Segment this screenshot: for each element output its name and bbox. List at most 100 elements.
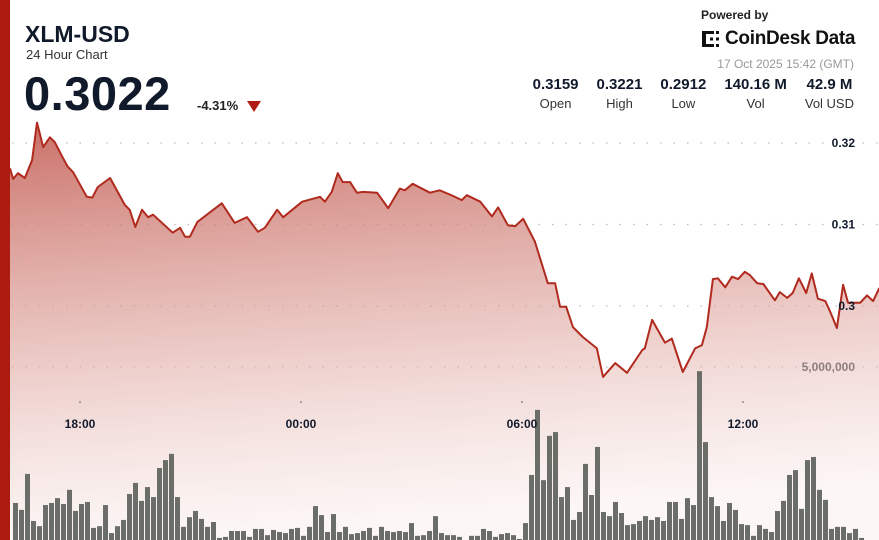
volume-bar (97, 526, 102, 540)
volume-bar (391, 532, 396, 540)
volume-bar (685, 498, 690, 540)
volume-bar (733, 509, 738, 540)
volume-bar (523, 523, 528, 540)
volume-bar (367, 527, 372, 540)
volume-bar (457, 536, 462, 540)
stats-row: 0.3159 Open 0.3221 High 0.2912 Low 140.16 M… (515, 76, 854, 111)
coindesk-logo-icon (702, 31, 719, 47)
volume-bar (163, 460, 168, 540)
volume-bar (517, 538, 522, 540)
volume-bar (511, 535, 516, 540)
volume-bar (115, 526, 120, 540)
volume-bar (145, 487, 150, 540)
volume-bar (769, 532, 774, 540)
volume-bar (67, 489, 72, 540)
price-line (9, 121, 879, 378)
volume-bar (385, 531, 390, 540)
stat-value: 140.16 M (724, 76, 787, 93)
volume-bar (721, 520, 726, 540)
volume-bar (331, 514, 336, 540)
volume-bar (325, 532, 330, 540)
x-tick-mark (742, 401, 744, 403)
volume-bar (565, 487, 570, 540)
volume-bar (379, 526, 384, 540)
volume-bar (103, 505, 108, 540)
volume-bar (637, 520, 642, 540)
volume-bar (79, 504, 84, 540)
volume-tick-label: 5,000,000 (802, 360, 856, 374)
volume-bar (421, 535, 426, 540)
volume-bar (13, 502, 18, 540)
stat-low: 0.2912 Low (660, 76, 706, 111)
volume-bar (355, 533, 360, 540)
volume-bar (37, 526, 42, 540)
x-tick-label: 00:00 (286, 417, 317, 431)
price-tick-label: 0.31 (832, 218, 856, 232)
volume-bar (19, 509, 24, 540)
volume-bar (253, 528, 258, 540)
volume-bar (613, 501, 618, 540)
volume-bar (835, 526, 840, 540)
volume-bar (589, 495, 594, 540)
volume-bar (157, 468, 162, 540)
volume-bar (727, 502, 732, 540)
volume-bar (49, 502, 54, 540)
volume-bar (241, 531, 246, 540)
volume-bar (451, 535, 456, 540)
stat-vol-usd: 42.9 M Vol USD (805, 76, 854, 111)
volume-bar (265, 535, 270, 540)
volume-bar (673, 501, 678, 540)
volume-bar (307, 526, 312, 540)
volume-bar (697, 371, 702, 540)
volume-bar (277, 532, 282, 540)
volume-bar (271, 529, 276, 540)
volume-bar (649, 519, 654, 540)
timestamp: 17 Oct 2025 15:42 (GMT) (717, 57, 854, 71)
volume-bar (319, 515, 324, 540)
volume-bar (661, 520, 666, 540)
volume-bar (493, 536, 498, 540)
current-price: 0.3022 (24, 67, 171, 120)
stat-value: 0.3221 (596, 76, 643, 93)
brand-name: CoinDesk Data (725, 28, 856, 49)
volume-bar (61, 504, 66, 540)
volume-bar (787, 474, 792, 540)
volume-bar (25, 473, 30, 540)
volume-bar (541, 480, 546, 540)
volume-bar (805, 460, 810, 540)
volume-bar (55, 498, 60, 540)
volume-bar (553, 432, 558, 540)
volume-bar (151, 497, 156, 540)
stat-label: High (606, 96, 633, 111)
coindesk-data-logo[interactable]: CoinDesk Data (701, 28, 856, 50)
volume-bar (775, 510, 780, 540)
volume-bar (499, 534, 504, 540)
volume-bar (433, 516, 438, 540)
x-tick-mark (79, 401, 81, 403)
volume-bar (577, 511, 582, 540)
volume-bar (709, 497, 714, 540)
volume-bar (505, 533, 510, 540)
volume-bar (229, 531, 234, 540)
volume-bar (445, 535, 450, 540)
volume-bar (205, 526, 210, 540)
stat-label: Vol USD (804, 96, 854, 111)
volume-bar (259, 528, 264, 540)
volume-bar (73, 510, 78, 540)
volume-bar (763, 528, 768, 540)
price-tick-label: 0.32 (832, 136, 856, 150)
volume-bar (349, 534, 354, 540)
volume-bar (169, 453, 174, 540)
volume-bar (571, 519, 576, 540)
volume-bar (121, 519, 126, 540)
volume-bar (343, 526, 348, 540)
stat-vol: 140.16 M Vol (724, 76, 787, 111)
volume-bar (601, 511, 606, 540)
volume-bar (223, 536, 228, 540)
volume-bar (43, 505, 48, 540)
volume-bar (595, 446, 600, 540)
volume-bar (235, 531, 240, 540)
volume-bar (619, 513, 624, 540)
chart-subtitle: 24 Hour Chart (26, 47, 108, 62)
